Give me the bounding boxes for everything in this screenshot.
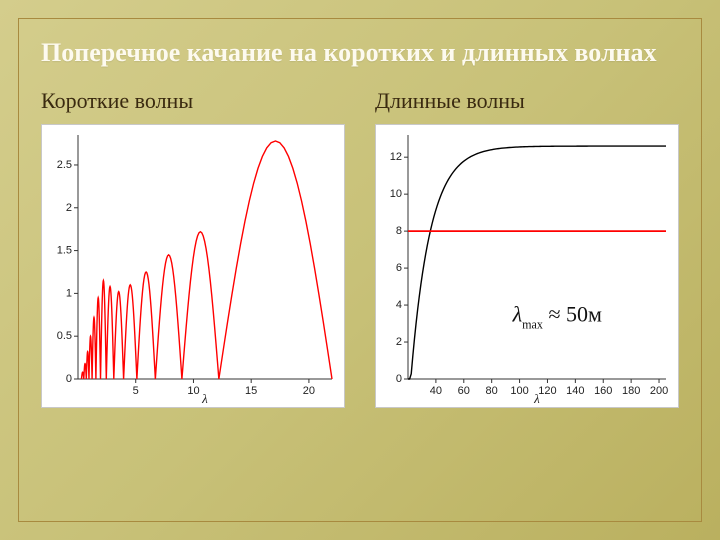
svg-text:20: 20	[303, 385, 315, 397]
svg-text:1: 1	[66, 287, 72, 299]
svg-text:10: 10	[390, 188, 402, 200]
right-heading: Длинные волны	[375, 88, 679, 114]
svg-text:4: 4	[396, 299, 402, 311]
slide-frame: Поперечное качание на коротких и длинных…	[18, 18, 702, 522]
svg-text:8: 8	[396, 225, 402, 237]
slide-title: Поперечное качание на коротких и длинных…	[41, 37, 679, 70]
svg-text:60: 60	[458, 385, 470, 397]
left-chart-svg: 0 0.5 1 1.5 2 2.5 5 10 15 20 λ	[42, 125, 340, 407]
svg-text:λ: λ	[201, 391, 208, 406]
svg-text:10: 10	[187, 385, 199, 397]
svg-text:120: 120	[538, 385, 556, 397]
left-heading: Короткие волны	[41, 88, 345, 114]
svg-text:2: 2	[66, 201, 72, 213]
svg-text:180: 180	[622, 385, 640, 397]
svg-text:140: 140	[566, 385, 584, 397]
svg-text:12: 12	[390, 151, 402, 163]
svg-text:200: 200	[650, 385, 668, 397]
svg-text:80: 80	[486, 385, 498, 397]
svg-text:λ: λ	[533, 391, 540, 406]
svg-text:15: 15	[245, 385, 257, 397]
svg-text:5: 5	[133, 385, 139, 397]
right-chart-svg: 024681012406080100120140160180200λλmax ≈…	[376, 125, 674, 407]
svg-text:40: 40	[430, 385, 442, 397]
svg-text:100: 100	[510, 385, 528, 397]
left-column: Короткие волны 0 0.5 1 1.5 2 2.5 5 10 15 20 λ	[41, 88, 345, 408]
right-chart: 024681012406080100120140160180200λλmax ≈…	[375, 124, 679, 408]
svg-text:0: 0	[66, 373, 72, 385]
svg-text:160: 160	[594, 385, 612, 397]
svg-text:2.5: 2.5	[57, 158, 72, 170]
left-chart: 0 0.5 1 1.5 2 2.5 5 10 15 20 λ	[41, 124, 345, 408]
right-column: Длинные волны 0 2 4 6 8 10 12 40 60 80 100 120 140 16…	[375, 88, 679, 408]
svg-text:6: 6	[396, 262, 402, 274]
chart-columns: Короткие волны 00.511.522.55101520λ Длин…	[41, 88, 679, 408]
svg-text:0.5: 0.5	[57, 330, 72, 342]
svg-text:1.5: 1.5	[57, 244, 72, 256]
svg-text:2: 2	[396, 336, 402, 348]
svg-text:0: 0	[396, 373, 402, 385]
